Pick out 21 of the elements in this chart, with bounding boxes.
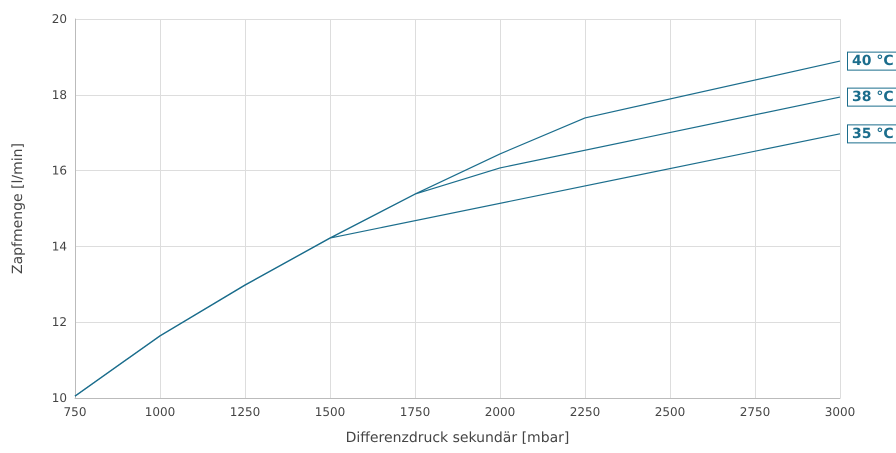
y-tick-label: 18 — [52, 88, 67, 102]
y-tick-label: 20 — [52, 12, 67, 26]
x-tick-label: 1750 — [400, 405, 430, 419]
x-tick-label: 2500 — [654, 405, 686, 419]
x-tick-label: 750 — [64, 405, 86, 419]
x-tick-label: 2250 — [570, 405, 600, 419]
series-label: 40 °C — [852, 53, 894, 70]
series-label: 35 °C — [852, 126, 894, 142]
x-axis-title: Differenzdruck sekundär [mbar] — [346, 430, 570, 446]
x-tick-label: 2750 — [740, 405, 770, 419]
y-tick-label: 16 — [52, 164, 67, 178]
y-tick-label: 10 — [52, 391, 67, 405]
x-tick-label: 3000 — [824, 405, 856, 419]
y-axis-title: Zapfmenge [l/min] — [10, 143, 26, 274]
x-tick-label: 2000 — [484, 405, 516, 419]
x-tick-label: 1000 — [144, 405, 176, 419]
x-tick-label: 1500 — [314, 405, 346, 419]
y-tick-label: 12 — [52, 315, 67, 330]
x-tick-label: 1250 — [230, 405, 260, 419]
y-tick-label: 14 — [52, 239, 67, 254]
series-label: 38 °C — [852, 89, 894, 106]
